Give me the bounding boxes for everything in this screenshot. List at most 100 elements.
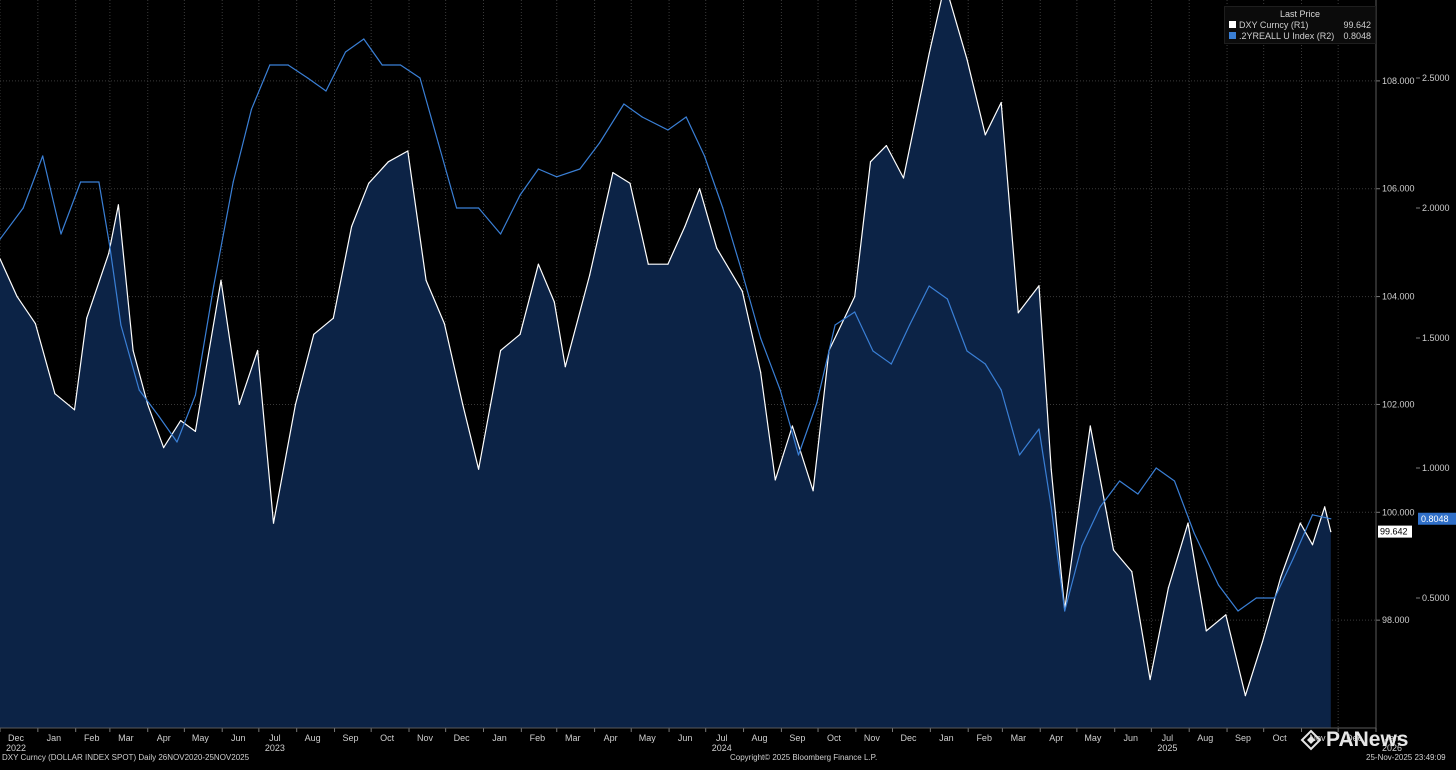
real-yield-point [703, 155, 706, 157]
real-yield-point [500, 233, 502, 235]
x-tick-label: Apr [604, 733, 618, 743]
dxy-point [684, 225, 686, 228]
x-tick-label: Nov [864, 733, 881, 743]
x-tick-label: May [639, 733, 657, 743]
real-yield-point [966, 350, 968, 352]
x-year-label: 2023 [265, 743, 285, 753]
real-yield-point [741, 272, 743, 274]
real-yield-point [1038, 428, 1040, 430]
x-tick-label: Jun [678, 733, 693, 743]
real-yield-point [325, 90, 327, 92]
real-yield-point [419, 77, 421, 79]
x-tick-label: Nov [417, 733, 434, 743]
dxy-point [163, 447, 165, 449]
x-tick-label: Jul [269, 733, 281, 743]
x-tick-label: Oct [380, 733, 395, 743]
real-yield-point [984, 363, 986, 365]
x-tick-label: May [1084, 733, 1102, 743]
x-tick-label: Sep [789, 733, 805, 743]
dxy-point [1000, 101, 1002, 104]
real-yield-point [363, 38, 365, 40]
dxy-point [902, 177, 905, 179]
real-yield-point [519, 194, 521, 196]
dxy-point [760, 371, 762, 373]
real-yield-point [80, 181, 82, 183]
dxy-point [147, 403, 149, 405]
dxy-point [1149, 678, 1151, 681]
real-yield-point [176, 441, 178, 443]
legend-title: Last Price [1279, 9, 1321, 19]
footer-timestamp: 25-Nov-2025 23:49:09 [1366, 753, 1446, 762]
dxy-point [553, 301, 555, 303]
real-yield-point [1137, 493, 1139, 495]
dxy-point [869, 161, 872, 163]
real-yield-point [579, 168, 581, 170]
x-tick-label: Dec [1346, 733, 1363, 743]
dxy-point [1244, 695, 1246, 697]
dxy-point [564, 366, 566, 368]
dxy-point [407, 150, 409, 152]
legend-swatch-real2y [1229, 32, 1236, 39]
real-yield-point [598, 142, 601, 144]
dxy-point [73, 409, 76, 411]
x-tick-label: Mar [118, 733, 134, 743]
footer-series-description: DXY Curncy (DOLLAR INDEX SPOT) Daily 26N… [2, 753, 250, 762]
dxy-last-value-label: 99.642 [1380, 527, 1408, 537]
x-year-label: 2022 [6, 743, 26, 753]
real-yield-point [287, 64, 289, 66]
real-yield-point [1292, 558, 1294, 560]
x-tick-label: Jan [492, 733, 507, 743]
r2-tick-label: 1.5000 [1422, 333, 1450, 343]
dxy-point [351, 225, 353, 228]
dxy-point [238, 403, 240, 405]
real-yield-point [1000, 389, 1002, 391]
dxy-point [519, 333, 521, 335]
real-yield-point [0, 238, 1, 240]
dxy-point [1324, 506, 1326, 508]
dxy-point [612, 172, 614, 174]
r1-tick-label: 104.000 [1382, 292, 1415, 302]
real-yield-point [641, 116, 643, 118]
dxy-point [16, 296, 18, 298]
dxy-point [1261, 641, 1264, 643]
real-yield-point [1050, 506, 1052, 508]
real-yield-last-value-label: 0.8048 [1421, 514, 1449, 524]
dxy-point [716, 247, 718, 249]
r1-tick-label: 102.000 [1382, 399, 1415, 409]
real-yield-point [1311, 514, 1314, 516]
dxy-point [425, 279, 427, 281]
x-tick-label: Jan [47, 733, 62, 743]
legend-item-dxy: DXY Curncy (R1) 99.642 [1225, 19, 1375, 30]
x-tick-label: Jan [1385, 733, 1400, 743]
real-yield-point [816, 402, 818, 404]
real-yield-point [797, 454, 800, 456]
real-yield-point [1217, 584, 1220, 586]
real-yield-point [1274, 597, 1276, 599]
dxy-point [1205, 630, 1207, 632]
chart-legend: Last Price DXY Curncy (R1) 99.642 .2YREA… [1224, 6, 1376, 44]
real-yield-point [250, 108, 253, 110]
real-yield-point [194, 394, 196, 396]
series-layer [0, 0, 1332, 728]
x-tick-label: Feb [530, 733, 546, 743]
real-yield-point [307, 77, 309, 79]
x-tick-label: Dec [8, 733, 25, 743]
x-tick-label: Feb [84, 733, 100, 743]
r1-tick-label: 100.000 [1382, 507, 1415, 517]
dxy-point [812, 490, 814, 492]
watermark-text: PANews [1326, 728, 1409, 751]
watermark: PANews [1300, 726, 1408, 754]
real-yield-point [1237, 610, 1239, 612]
real-yield-point [760, 337, 762, 339]
dxy-point [443, 323, 445, 325]
r2-tick-label: 0.5000 [1422, 593, 1450, 603]
real-yield-point [1173, 480, 1176, 482]
dxy-point [257, 349, 259, 352]
real-yield-point [1193, 532, 1195, 534]
real-yield-point [1064, 610, 1066, 612]
x-tick-label: Mar [565, 733, 581, 743]
x-tick-label: Apr [157, 733, 171, 743]
r2-tick-label: 2.0000 [1422, 203, 1450, 213]
